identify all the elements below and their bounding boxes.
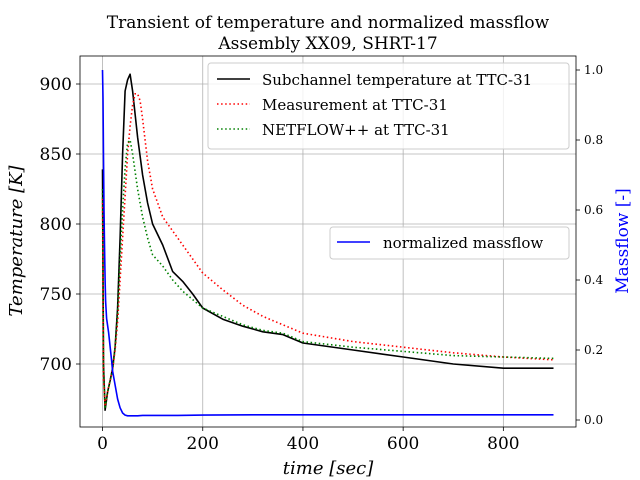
legend-massflow-box [329, 226, 570, 260]
plot-series [101, 69, 554, 417]
plot-frame [79, 55, 577, 428]
series-subchannel-temperature [101, 73, 554, 412]
legend-massflow: normalized massflow [329, 226, 570, 260]
x-tick-label: 600 [387, 434, 419, 454]
legend-label-massflow: normalized massflow [383, 234, 543, 252]
x-axis-label: time [sec] [283, 458, 374, 479]
y-left-tick-label: 700 [40, 355, 72, 375]
y-right-tick-label: 0.2 [584, 343, 603, 357]
y-right-tick-label: 0.8 [584, 133, 603, 147]
x-tick-label: 0 [97, 434, 108, 454]
y-axis-left-label: Temperature [K] [6, 164, 27, 316]
legend-label-measurement: Measurement at TTC-31 [262, 96, 448, 114]
y-right-tick-label: 1.0 [584, 63, 603, 77]
y-right-tick-label: 0.6 [584, 203, 603, 217]
legend-label-netflow: NETFLOW++ at TTC-31 [262, 121, 450, 139]
x-axis-ticks: 0 200 400 600 800 [97, 427, 520, 454]
y-axis-left-ticks: 700 750 800 850 900 [40, 75, 80, 375]
x-tick-label: 400 [287, 434, 319, 454]
series-netflow [101, 139, 554, 410]
x-tick-label: 200 [187, 434, 219, 454]
chart-title: Transient of temperature and normalized … [107, 13, 550, 33]
legend-label-subchannel: Subchannel temperature at TTC-31 [262, 71, 532, 89]
y-left-tick-label: 850 [40, 145, 72, 165]
legend-temperature-box [207, 62, 570, 150]
y-axis-right-ticks: 0.0 0.2 0.4 0.6 0.8 1.0 [576, 63, 603, 427]
y-axis-right-label: Massflow [-] [613, 188, 633, 294]
y-left-tick-label: 900 [40, 75, 72, 95]
series-normalized-massflow [101, 69, 554, 417]
y-left-tick-label: 800 [40, 215, 72, 235]
y-right-tick-label: 0.0 [584, 413, 603, 427]
y-right-tick-label: 0.4 [584, 273, 603, 287]
y-left-tick-label: 750 [40, 285, 72, 305]
x-tick-label: 800 [487, 434, 519, 454]
legend-temperature: Subchannel temperature at TTC-31 Measure… [207, 62, 570, 150]
chart-subtitle: Assembly XX09, SHRT-17 [217, 34, 437, 54]
series-measurement [101, 93, 554, 407]
